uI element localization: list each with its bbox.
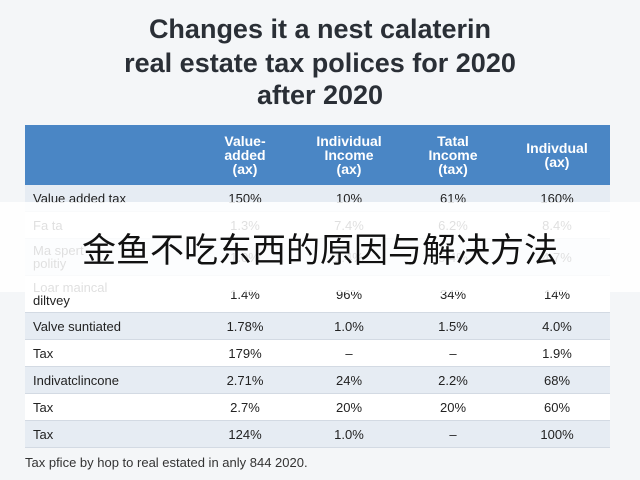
table-cell: 2.7% (230, 399, 260, 415)
table-cell: 2.71% (226, 372, 264, 388)
table-cell: 61% (439, 190, 467, 206)
title-line: real estate tax polices for 2020 (124, 48, 516, 78)
table-cell: – (449, 426, 457, 442)
header-row: Value- added (ax) Individual Income (ax) T… (25, 125, 610, 185)
table-cell: Value added tax (33, 190, 126, 206)
table-cell: 160% (540, 190, 574, 206)
table-cell: 124% (228, 426, 262, 442)
table-cell: Indivatclincone (33, 372, 119, 388)
table-cell: 1.5% (438, 318, 468, 334)
table-cell: 60% (543, 399, 571, 415)
table-cell: 2.2% (438, 372, 468, 388)
footnote: Tax pfice by hop to real estated in anly… (25, 455, 308, 470)
table-row: Tax 2.7% 20% 20% 60% (25, 394, 610, 421)
table-cell: 1.78% (226, 318, 264, 334)
table-cell: 150% (228, 190, 262, 206)
table-cell: 179% (228, 345, 262, 361)
title-line: after 2020 (256, 80, 384, 110)
title-line: Changes it a nest calaterin (148, 14, 492, 44)
table-cell: 1.0% (334, 318, 364, 334)
table-cell: 20% (335, 399, 363, 415)
header-cell: Tatal Income (tax) (428, 133, 478, 177)
table-cell: 4.0% (542, 318, 572, 334)
table-cell: Valve suntiated (33, 318, 121, 334)
table-row: Tax 124% 1.0% – 100% (25, 421, 610, 448)
table-cell: Tax (33, 399, 54, 415)
table-cell: 24% (335, 372, 363, 388)
table-row: Indivatclincone 2.71% 24% 2.2% 68% (25, 367, 610, 394)
table-cell: 10% (335, 190, 363, 206)
table-cell: Tax (33, 345, 54, 361)
table-row: Valve suntiated 1.78% 1.0% 1.5% 4.0% (25, 313, 610, 340)
table-cell: 68% (543, 372, 571, 388)
table-cell: 100% (540, 426, 574, 442)
table-cell: Tax (33, 426, 54, 442)
header-cell: Individual Income (ax) (316, 133, 382, 177)
table-cell: – (449, 345, 457, 361)
header-cell: Indivdual (ax) (526, 140, 588, 170)
overlay-banner: 金鱼不吃东西的原因与解决方法 (0, 202, 640, 292)
table-cell: 1.9% (542, 345, 572, 361)
table-cell: – (345, 345, 353, 361)
table-cell: 20% (439, 399, 467, 415)
table-row: Tax 179% – – 1.9% (25, 340, 610, 367)
header-cell: Value- added (ax) (224, 133, 266, 177)
table-cell: 1.0% (334, 426, 364, 442)
